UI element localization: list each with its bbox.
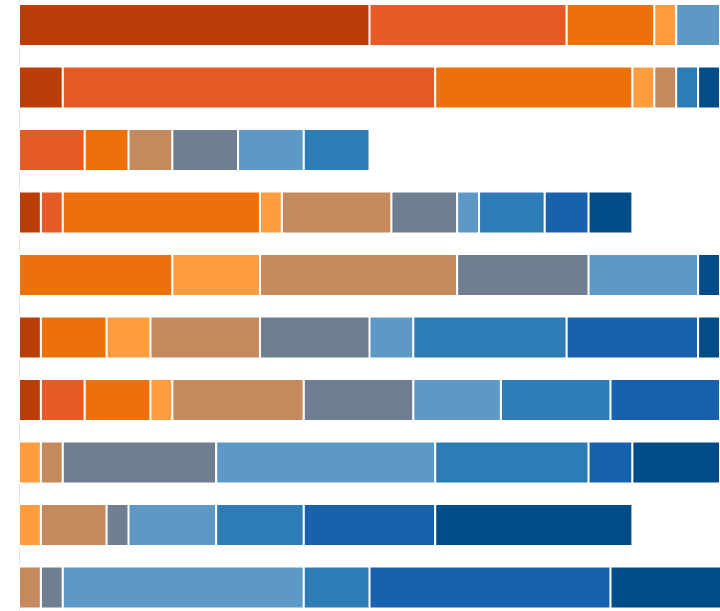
bar-segment-row5-s6 [456, 253, 590, 297]
bar-segment-row6-s10 [697, 315, 720, 360]
bar-segment-row7-s4 [149, 378, 174, 422]
bar-segment-row2-s10 [697, 65, 720, 110]
bar-segment-row5-s5 [258, 253, 459, 297]
bar-segment-row1-s7 [675, 3, 720, 47]
bar-segment-row7-s8 [499, 378, 612, 422]
bar-segment-row10-s5 [18, 565, 42, 610]
bar-segment-row8-s4 [18, 440, 42, 485]
bar-segment-row6-s4 [105, 315, 152, 360]
bar-segment-row4-s2 [39, 190, 64, 235]
bar-segment-row3-s2 [18, 128, 86, 172]
bar-segment-row10-s7 [61, 565, 305, 610]
bar-segment-row9-s7 [127, 503, 218, 547]
bar-segment-row4-s4 [258, 190, 283, 235]
bar-segment-row8-s6 [61, 440, 218, 485]
bar-segment-row3-s5 [127, 128, 174, 172]
bar-segment-row9-s5 [39, 503, 108, 547]
bar-segment-row3-s3 [83, 128, 130, 172]
bar-segment-row3-s6 [171, 128, 240, 172]
bar-segment-row7-s6 [302, 378, 415, 422]
bar-segment-row7-s7 [412, 378, 502, 422]
bar-segment-row6-s3 [39, 315, 108, 360]
bar-segment-row6-s8 [412, 315, 568, 360]
bar-segment-row7-s1 [18, 378, 42, 422]
bar-segment-row7-s2 [39, 378, 86, 422]
bar-segment-row10-s10 [609, 565, 720, 610]
bar-segment-row5-s4 [171, 253, 261, 297]
bar-segment-row8-s10 [631, 440, 720, 485]
bar-segment-row9-s4 [18, 503, 42, 547]
bar-segment-row7-s9 [609, 378, 720, 422]
bar-segment-row10-s9 [368, 565, 612, 610]
bar-segment-row2-s3 [434, 65, 634, 110]
bar-segment-row7-s5 [171, 378, 305, 422]
bar-segment-row9-s6 [105, 503, 130, 547]
bar-segment-row4-s8 [478, 190, 546, 235]
bar-segment-row6-s1 [18, 315, 42, 360]
bar-segment-row5-s10 [697, 253, 720, 297]
bar-segment-row2-s4 [631, 65, 656, 110]
bar-segment-row6-s7 [368, 315, 415, 360]
bar-segment-row4-s3 [61, 190, 261, 235]
bar-segment-row2-s2 [61, 65, 437, 110]
bar-segment-row9-s9 [302, 503, 437, 547]
bar-segment-row8-s8 [434, 440, 590, 485]
bar-segment-row9-s10 [434, 503, 634, 547]
bar-segment-row6-s5 [149, 315, 261, 360]
bar-segment-row4-s1 [18, 190, 42, 235]
bar-segment-row10-s6 [39, 565, 64, 610]
bar-segment-row3-s8 [302, 128, 371, 172]
bar-segment-row1-s4 [653, 3, 678, 47]
bar-segment-row2-s5 [653, 65, 678, 110]
bar-segment-row8-s9 [587, 440, 634, 485]
bar-segment-row1-s2 [368, 3, 568, 47]
bar-segment-row2-s8 [675, 65, 700, 110]
bar-segment-row6-s9 [565, 315, 700, 360]
bar-segment-row5-s7 [587, 253, 700, 297]
bar-segment-row2-s1 [18, 65, 64, 110]
bar-segment-row8-s7 [215, 440, 437, 485]
bars-group [18, 3, 720, 610]
bar-segment-row4-s6 [390, 190, 459, 235]
bar-segment-row10-s8 [302, 565, 371, 610]
bar-segment-row1-s1 [18, 3, 371, 47]
bar-segment-row4-s7 [456, 190, 481, 235]
bar-segment-row9-s8 [215, 503, 305, 547]
bar-segment-row8-s5 [39, 440, 64, 485]
bar-segment-row7-s3 [83, 378, 152, 422]
bar-segment-row3-s7 [237, 128, 305, 172]
bar-segment-row5-s3 [18, 253, 174, 297]
bar-segment-row1-s3 [565, 3, 656, 47]
bar-segment-row6-s6 [258, 315, 371, 360]
bar-segment-row4-s9 [543, 190, 590, 235]
bar-segment-row4-s10 [587, 190, 634, 235]
bar-segment-row4-s5 [280, 190, 393, 235]
